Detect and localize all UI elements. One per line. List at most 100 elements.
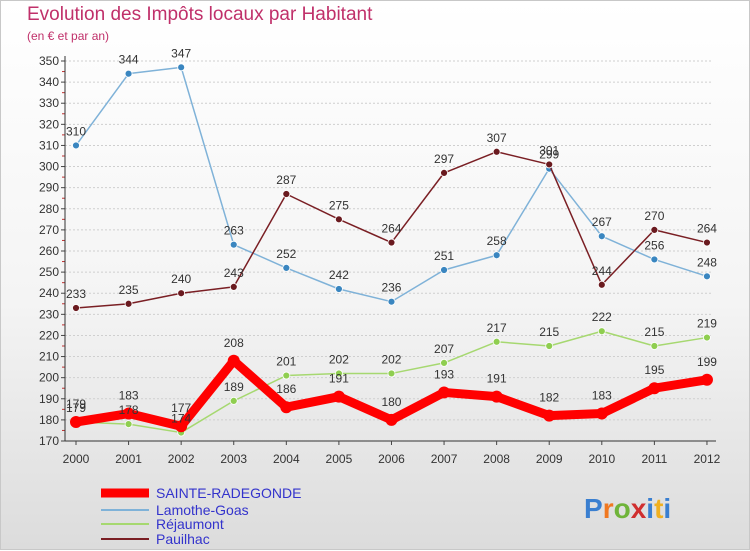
axes: 170 180 190 200 210 220 230 240 250 260 270 280 290 3… bbox=[39, 54, 721, 466]
data-label: 347 bbox=[171, 46, 191, 60]
legend-entry: Réjaumont bbox=[156, 516, 224, 532]
x-tick-label: 2008 bbox=[483, 452, 510, 466]
data-point bbox=[334, 215, 343, 224]
data-point bbox=[492, 147, 501, 156]
data-point bbox=[597, 280, 606, 289]
data-point bbox=[385, 413, 398, 426]
data-label: 191 bbox=[487, 372, 507, 386]
data-point bbox=[177, 289, 186, 298]
data-label: 219 bbox=[697, 317, 717, 331]
data-label: 183 bbox=[592, 389, 612, 403]
y-tick-label: 350 bbox=[39, 54, 59, 68]
y-tick-label: 170 bbox=[39, 434, 59, 448]
data-label: 264 bbox=[697, 222, 717, 236]
y-tick-label: 270 bbox=[39, 223, 59, 237]
data-point bbox=[703, 333, 711, 342]
data-label: 307 bbox=[487, 131, 507, 145]
y-tick-label: 300 bbox=[39, 160, 59, 174]
data-point bbox=[280, 401, 293, 414]
data-label: 189 bbox=[224, 380, 244, 394]
data-point bbox=[282, 263, 291, 272]
data-label: 183 bbox=[119, 389, 139, 403]
data-point bbox=[229, 396, 238, 405]
data-point bbox=[440, 168, 448, 177]
y-tick-label: 190 bbox=[39, 392, 59, 406]
data-point bbox=[545, 160, 554, 169]
series-layer bbox=[70, 63, 713, 437]
data-label: 199 bbox=[697, 355, 717, 369]
x-tick-label: 2005 bbox=[326, 452, 353, 466]
y-tick-label: 310 bbox=[39, 138, 59, 152]
data-label: 256 bbox=[644, 238, 664, 252]
x-tick-label: 2004 bbox=[273, 452, 300, 466]
legend: SAINTE-RADEGONDELamothe-GoasRéjaumontPau… bbox=[101, 485, 301, 547]
y-tick-label: 240 bbox=[39, 286, 59, 300]
data-point bbox=[595, 407, 608, 420]
data-point bbox=[387, 369, 396, 378]
data-label: 177 bbox=[171, 401, 191, 415]
x-tick-label: 2000 bbox=[63, 452, 90, 466]
data-label: 236 bbox=[381, 281, 401, 295]
y-tick-label: 230 bbox=[39, 307, 59, 321]
data-point bbox=[282, 190, 291, 198]
y-tick-label: 330 bbox=[39, 96, 59, 110]
data-label: 180 bbox=[381, 395, 401, 409]
data-point bbox=[282, 371, 291, 380]
data-label: 258 bbox=[487, 234, 507, 248]
series-line-lamothe-goas bbox=[75, 66, 708, 303]
data-label: 215 bbox=[644, 325, 664, 339]
data-point bbox=[545, 342, 554, 350]
data-label: 178 bbox=[119, 403, 139, 417]
data-point bbox=[490, 390, 503, 403]
data-label: 299 bbox=[539, 148, 559, 162]
x-tick-label: 2009 bbox=[536, 452, 563, 466]
data-label: 182 bbox=[539, 391, 559, 405]
data-point bbox=[70, 416, 82, 428]
data-point bbox=[650, 225, 659, 234]
data-label: 270 bbox=[644, 209, 664, 223]
data-point bbox=[334, 369, 343, 378]
data-label: 242 bbox=[329, 268, 349, 282]
data-label: 235 bbox=[119, 283, 139, 297]
y-tick-label: 250 bbox=[39, 265, 59, 279]
data-point bbox=[703, 238, 711, 247]
data-point bbox=[440, 266, 448, 274]
data-point bbox=[387, 297, 396, 306]
data-label: 301 bbox=[539, 143, 559, 157]
y-tick-label: 340 bbox=[39, 75, 59, 89]
data-point bbox=[492, 251, 501, 260]
data-label: 267 bbox=[592, 215, 612, 229]
data-point bbox=[650, 255, 659, 264]
x-tick-label: 2002 bbox=[168, 452, 195, 466]
data-point bbox=[175, 420, 188, 433]
data-label: 217 bbox=[487, 321, 507, 335]
data-label: 297 bbox=[434, 152, 454, 166]
y-tick-label: 280 bbox=[39, 202, 59, 216]
data-point bbox=[648, 382, 661, 395]
data-labels: 179 183 177 208 186 191 180 193 191 182 183 195 199 3… bbox=[66, 46, 717, 425]
x-tick-label: 2001 bbox=[115, 452, 142, 466]
data-label: 233 bbox=[66, 287, 86, 301]
data-label: 263 bbox=[224, 224, 244, 238]
data-point bbox=[124, 299, 133, 308]
data-point bbox=[703, 272, 711, 281]
data-label: 201 bbox=[276, 355, 296, 369]
data-label: 174 bbox=[171, 412, 191, 426]
data-label: 252 bbox=[276, 247, 296, 261]
data-label: 222 bbox=[592, 310, 612, 324]
data-point bbox=[227, 354, 240, 367]
data-point bbox=[229, 240, 238, 249]
data-point bbox=[492, 337, 501, 346]
data-label: 251 bbox=[434, 249, 454, 263]
data-point bbox=[72, 304, 80, 312]
data-label: 202 bbox=[329, 352, 349, 366]
data-label: 275 bbox=[329, 198, 349, 212]
data-label: 179 bbox=[66, 397, 86, 411]
data-label: 208 bbox=[224, 336, 244, 350]
data-label: 179 bbox=[66, 401, 86, 415]
data-label: 287 bbox=[276, 173, 296, 187]
data-point bbox=[543, 409, 556, 422]
data-label: 244 bbox=[592, 264, 612, 278]
data-point bbox=[229, 282, 238, 291]
data-label: 264 bbox=[381, 222, 401, 236]
